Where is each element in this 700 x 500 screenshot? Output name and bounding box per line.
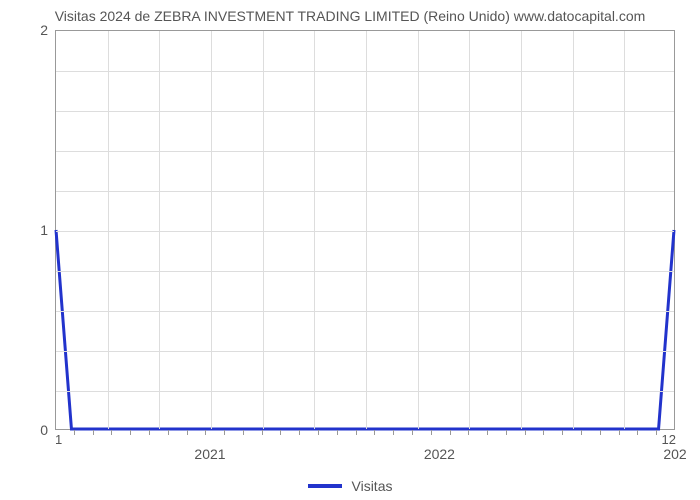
x-minor-tick bbox=[299, 430, 300, 435]
x-minor-tick bbox=[130, 430, 131, 435]
grid-h-minor bbox=[56, 111, 674, 112]
x-below-left: 1 bbox=[55, 432, 62, 447]
legend-swatch bbox=[308, 484, 342, 488]
legend-label: Visitas bbox=[352, 478, 393, 494]
grid-h-minor bbox=[56, 71, 674, 72]
x-minor-tick bbox=[506, 430, 507, 435]
x-tick-label: 2021 bbox=[194, 446, 225, 462]
x-minor-tick bbox=[356, 430, 357, 435]
x-minor-tick bbox=[656, 430, 657, 435]
x-minor-tick bbox=[562, 430, 563, 435]
grid-v bbox=[263, 31, 264, 429]
x-minor-tick bbox=[187, 430, 188, 435]
series-polyline bbox=[56, 230, 674, 429]
y-tick-label: 1 bbox=[40, 222, 48, 238]
x-minor-tick bbox=[487, 430, 488, 435]
grid-v bbox=[211, 31, 212, 429]
grid-h-minor bbox=[56, 151, 674, 152]
legend: Visitas bbox=[0, 478, 700, 494]
grid-v bbox=[159, 31, 160, 429]
grid-h-minor bbox=[56, 191, 674, 192]
x-minor-tick bbox=[262, 430, 263, 435]
x-minor-tick bbox=[168, 430, 169, 435]
y-tick-label: 0 bbox=[40, 422, 48, 438]
x-minor-tick bbox=[111, 430, 112, 435]
y-tick-label: 2 bbox=[40, 22, 48, 38]
grid-h-minor bbox=[56, 311, 674, 312]
grid-v bbox=[624, 31, 625, 429]
chart-title: Visitas 2024 de ZEBRA INVESTMENT TRADING… bbox=[0, 8, 700, 24]
x-minor-tick bbox=[243, 430, 244, 435]
x-minor-tick bbox=[318, 430, 319, 435]
plot-area bbox=[55, 30, 675, 430]
x-minor-tick bbox=[337, 430, 338, 435]
x-minor-tick bbox=[525, 430, 526, 435]
x-minor-tick bbox=[374, 430, 375, 435]
x-tick-label: 202 bbox=[663, 446, 686, 462]
x-minor-tick bbox=[637, 430, 638, 435]
x-minor-tick bbox=[450, 430, 451, 435]
x-minor-tick bbox=[543, 430, 544, 435]
grid-v bbox=[108, 31, 109, 429]
x-minor-tick bbox=[581, 430, 582, 435]
grid-v bbox=[366, 31, 367, 429]
x-tick-label: 2022 bbox=[424, 446, 455, 462]
x-minor-tick bbox=[619, 430, 620, 435]
x-minor-tick bbox=[93, 430, 94, 435]
x-minor-tick bbox=[468, 430, 469, 435]
grid-h-minor bbox=[56, 271, 674, 272]
x-minor-tick bbox=[74, 430, 75, 435]
x-minor-tick bbox=[149, 430, 150, 435]
x-minor-tick bbox=[600, 430, 601, 435]
x-minor-tick bbox=[205, 430, 206, 435]
grid-v bbox=[521, 31, 522, 429]
grid-h-major bbox=[56, 231, 674, 232]
x-minor-tick bbox=[431, 430, 432, 435]
grid-v bbox=[314, 31, 315, 429]
grid-v bbox=[418, 31, 419, 429]
line-series bbox=[56, 31, 674, 429]
x-minor-tick bbox=[412, 430, 413, 435]
grid-h-minor bbox=[56, 391, 674, 392]
x-minor-tick bbox=[393, 430, 394, 435]
x-minor-tick bbox=[224, 430, 225, 435]
grid-v bbox=[573, 31, 574, 429]
x-minor-tick bbox=[280, 430, 281, 435]
x-below-right: 12 bbox=[662, 432, 676, 447]
grid-h-minor bbox=[56, 351, 674, 352]
grid-v bbox=[469, 31, 470, 429]
chart-container: Visitas 2024 de ZEBRA INVESTMENT TRADING… bbox=[0, 0, 700, 500]
